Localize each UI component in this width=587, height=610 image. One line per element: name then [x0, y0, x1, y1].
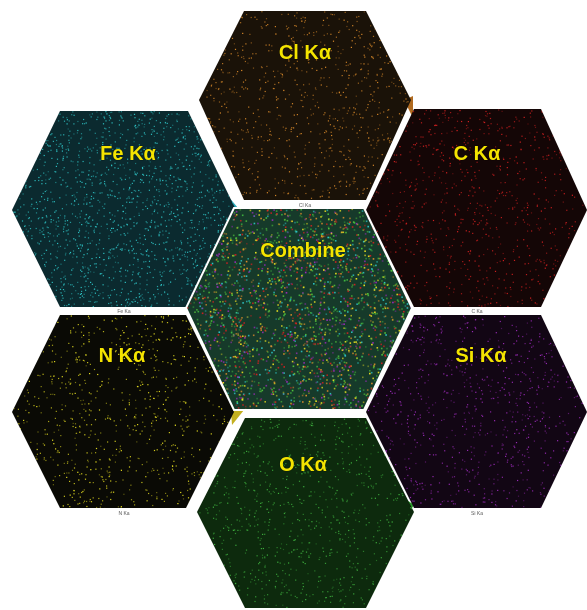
hex-cl-caption: Cl Ka	[298, 203, 312, 209]
hex-n-background	[12, 315, 234, 508]
hex-cl-background	[199, 11, 411, 200]
hex-o-background	[197, 418, 414, 608]
hex-c-title: C Kα	[453, 143, 501, 165]
hex-o-title: O Kα	[279, 454, 327, 476]
hex-si-background	[366, 315, 587, 508]
hex-si-caption: Si Ka	[471, 511, 483, 517]
hex-c-background	[366, 109, 587, 307]
hex-fe-caption: Fe Ka	[117, 309, 131, 315]
hex-o	[197, 418, 414, 608]
hex-si-title: Si Kα	[455, 345, 507, 367]
hex-si	[366, 315, 587, 508]
hex-fe-title: Fe Kα	[100, 143, 156, 165]
hex-cl	[199, 11, 411, 200]
hex-n-title: N Kα	[98, 345, 146, 367]
hex-n-caption: N Ka	[118, 511, 130, 517]
hex-combine-background	[186, 208, 412, 410]
hex-c-caption: C Ka	[471, 309, 483, 315]
hex-combine-border	[184, 207, 414, 411]
hex-c-dots	[366, 109, 587, 307]
hex-combine-title: Combine	[260, 240, 346, 262]
hex-combine	[184, 207, 414, 411]
hex-cl-title: Cl Kα	[278, 42, 332, 64]
hex-c	[366, 109, 587, 307]
